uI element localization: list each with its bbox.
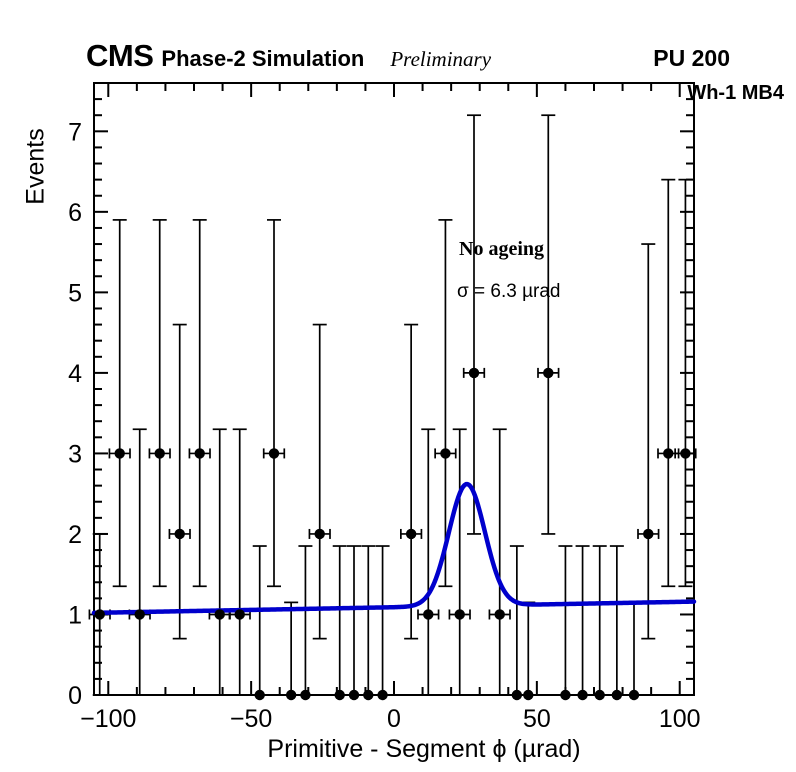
data-point [268,448,280,459]
data-point [454,609,465,620]
x-tick-label: 100 [659,705,701,733]
data-point [194,448,205,459]
data-point [440,448,451,459]
x-axis-ticks [107,83,681,695]
data-point [594,689,605,701]
data-point [494,609,505,620]
data-point [377,689,388,701]
data-point [511,689,523,701]
data-point [523,689,534,701]
y-tick-label: 7 [68,118,82,146]
data-point [663,448,674,459]
data-point [423,609,434,620]
data-point [114,448,125,459]
y-tick-label: 2 [68,521,82,549]
x-tick-label: −100 [80,705,136,733]
x-tick-label: 0 [387,705,401,733]
data-point [154,448,165,459]
data-point [214,609,225,620]
data-point [405,528,417,540]
data-point [134,609,145,620]
data-point [174,528,185,540]
y-tick-label: 4 [68,360,82,388]
simulation-label: Phase-2 Simulation [161,46,365,71]
data-point [363,689,374,701]
x-tick-label: −50 [230,705,272,733]
y-tick-label: 1 [68,601,82,629]
data-point [611,689,623,701]
x-axis-title: Primitive - Segment ϕ (µrad) [267,735,581,763]
cms-logo-text: CMS [86,38,154,73]
error-bars [88,114,697,696]
ageing-label: No ageing [459,238,544,260]
x-axis-tick-labels: −100 −50 0 50 100 [80,705,700,733]
data-point [643,528,654,540]
data-point [314,528,325,540]
data-point [680,448,691,459]
data-point [468,367,480,379]
data-markers [94,367,691,701]
data-point [577,689,588,701]
region-label: Wh-1 MB4 [687,82,784,104]
sigma-label: σ = 6.3 µrad [457,281,561,302]
data-point [348,689,360,701]
data-point [254,689,265,701]
data-point [94,609,105,620]
data-point [285,689,297,701]
y-tick-label: 3 [68,440,82,468]
y-tick-label: 6 [68,199,82,227]
y-tick-label: 0 [68,682,82,710]
data-point [628,689,640,701]
data-point [234,609,245,620]
data-point [334,689,345,701]
data-point [300,689,311,701]
data-point [543,367,554,379]
plot-header: CMS Phase-2 Simulation Preliminary PU 20… [86,40,730,72]
y-tick-label: 5 [68,279,82,307]
fit-curve [91,481,697,616]
preliminary-label: Preliminary [390,47,492,71]
y-axis-tick-labels: 0 1 2 3 4 5 6 7 [68,118,82,710]
pileup-label: PU 200 [653,45,730,71]
x-tick-label: 50 [523,705,551,733]
data-point [560,689,571,701]
